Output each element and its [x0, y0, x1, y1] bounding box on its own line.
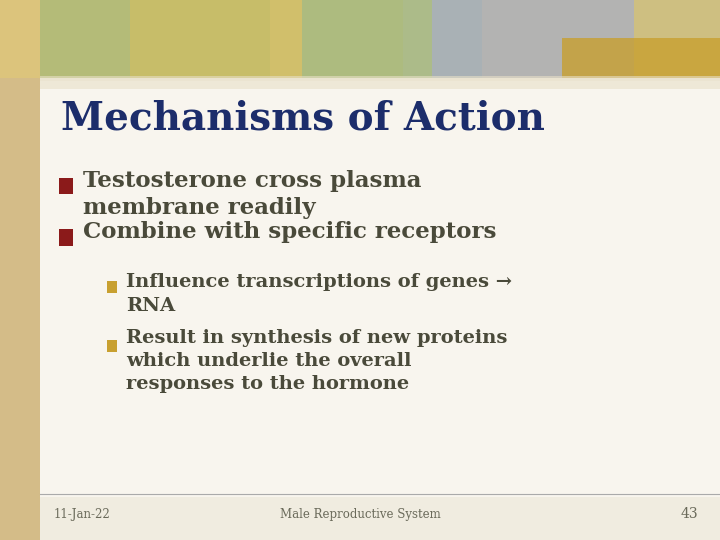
Bar [40, 76, 720, 89]
Bar [107, 281, 117, 293]
Bar [107, 340, 117, 352]
Text: Male Reproductive System: Male Reproductive System [279, 508, 441, 521]
Bar [59, 178, 73, 194]
Bar [0, 0, 130, 78]
Bar [0, 0, 40, 540]
Text: Combine with specific receptors: Combine with specific receptors [83, 221, 496, 244]
Bar [432, 0, 634, 78]
Text: Result in synthesis of new proteins: Result in synthesis of new proteins [126, 329, 508, 347]
Bar [59, 230, 73, 246]
Text: membrane readily: membrane readily [83, 197, 315, 219]
Text: which underlie the overall: which underlie the overall [126, 352, 412, 370]
Bar [40, 0, 720, 78]
Bar [40, 81, 720, 497]
Text: responses to the hormone: responses to the hormone [126, 375, 409, 393]
Bar [302, 0, 482, 78]
Bar [130, 0, 403, 78]
Bar [562, 38, 720, 78]
Text: Influence transcriptions of genes →: Influence transcriptions of genes → [126, 273, 512, 291]
Text: 11-Jan-22: 11-Jan-22 [54, 508, 111, 521]
Text: Mechanisms of Action: Mechanisms of Action [61, 100, 545, 138]
Text: 43: 43 [681, 507, 698, 521]
Bar [40, 0, 270, 78]
Text: Testosterone cross plasma: Testosterone cross plasma [83, 170, 421, 192]
Text: RNA: RNA [126, 297, 175, 315]
